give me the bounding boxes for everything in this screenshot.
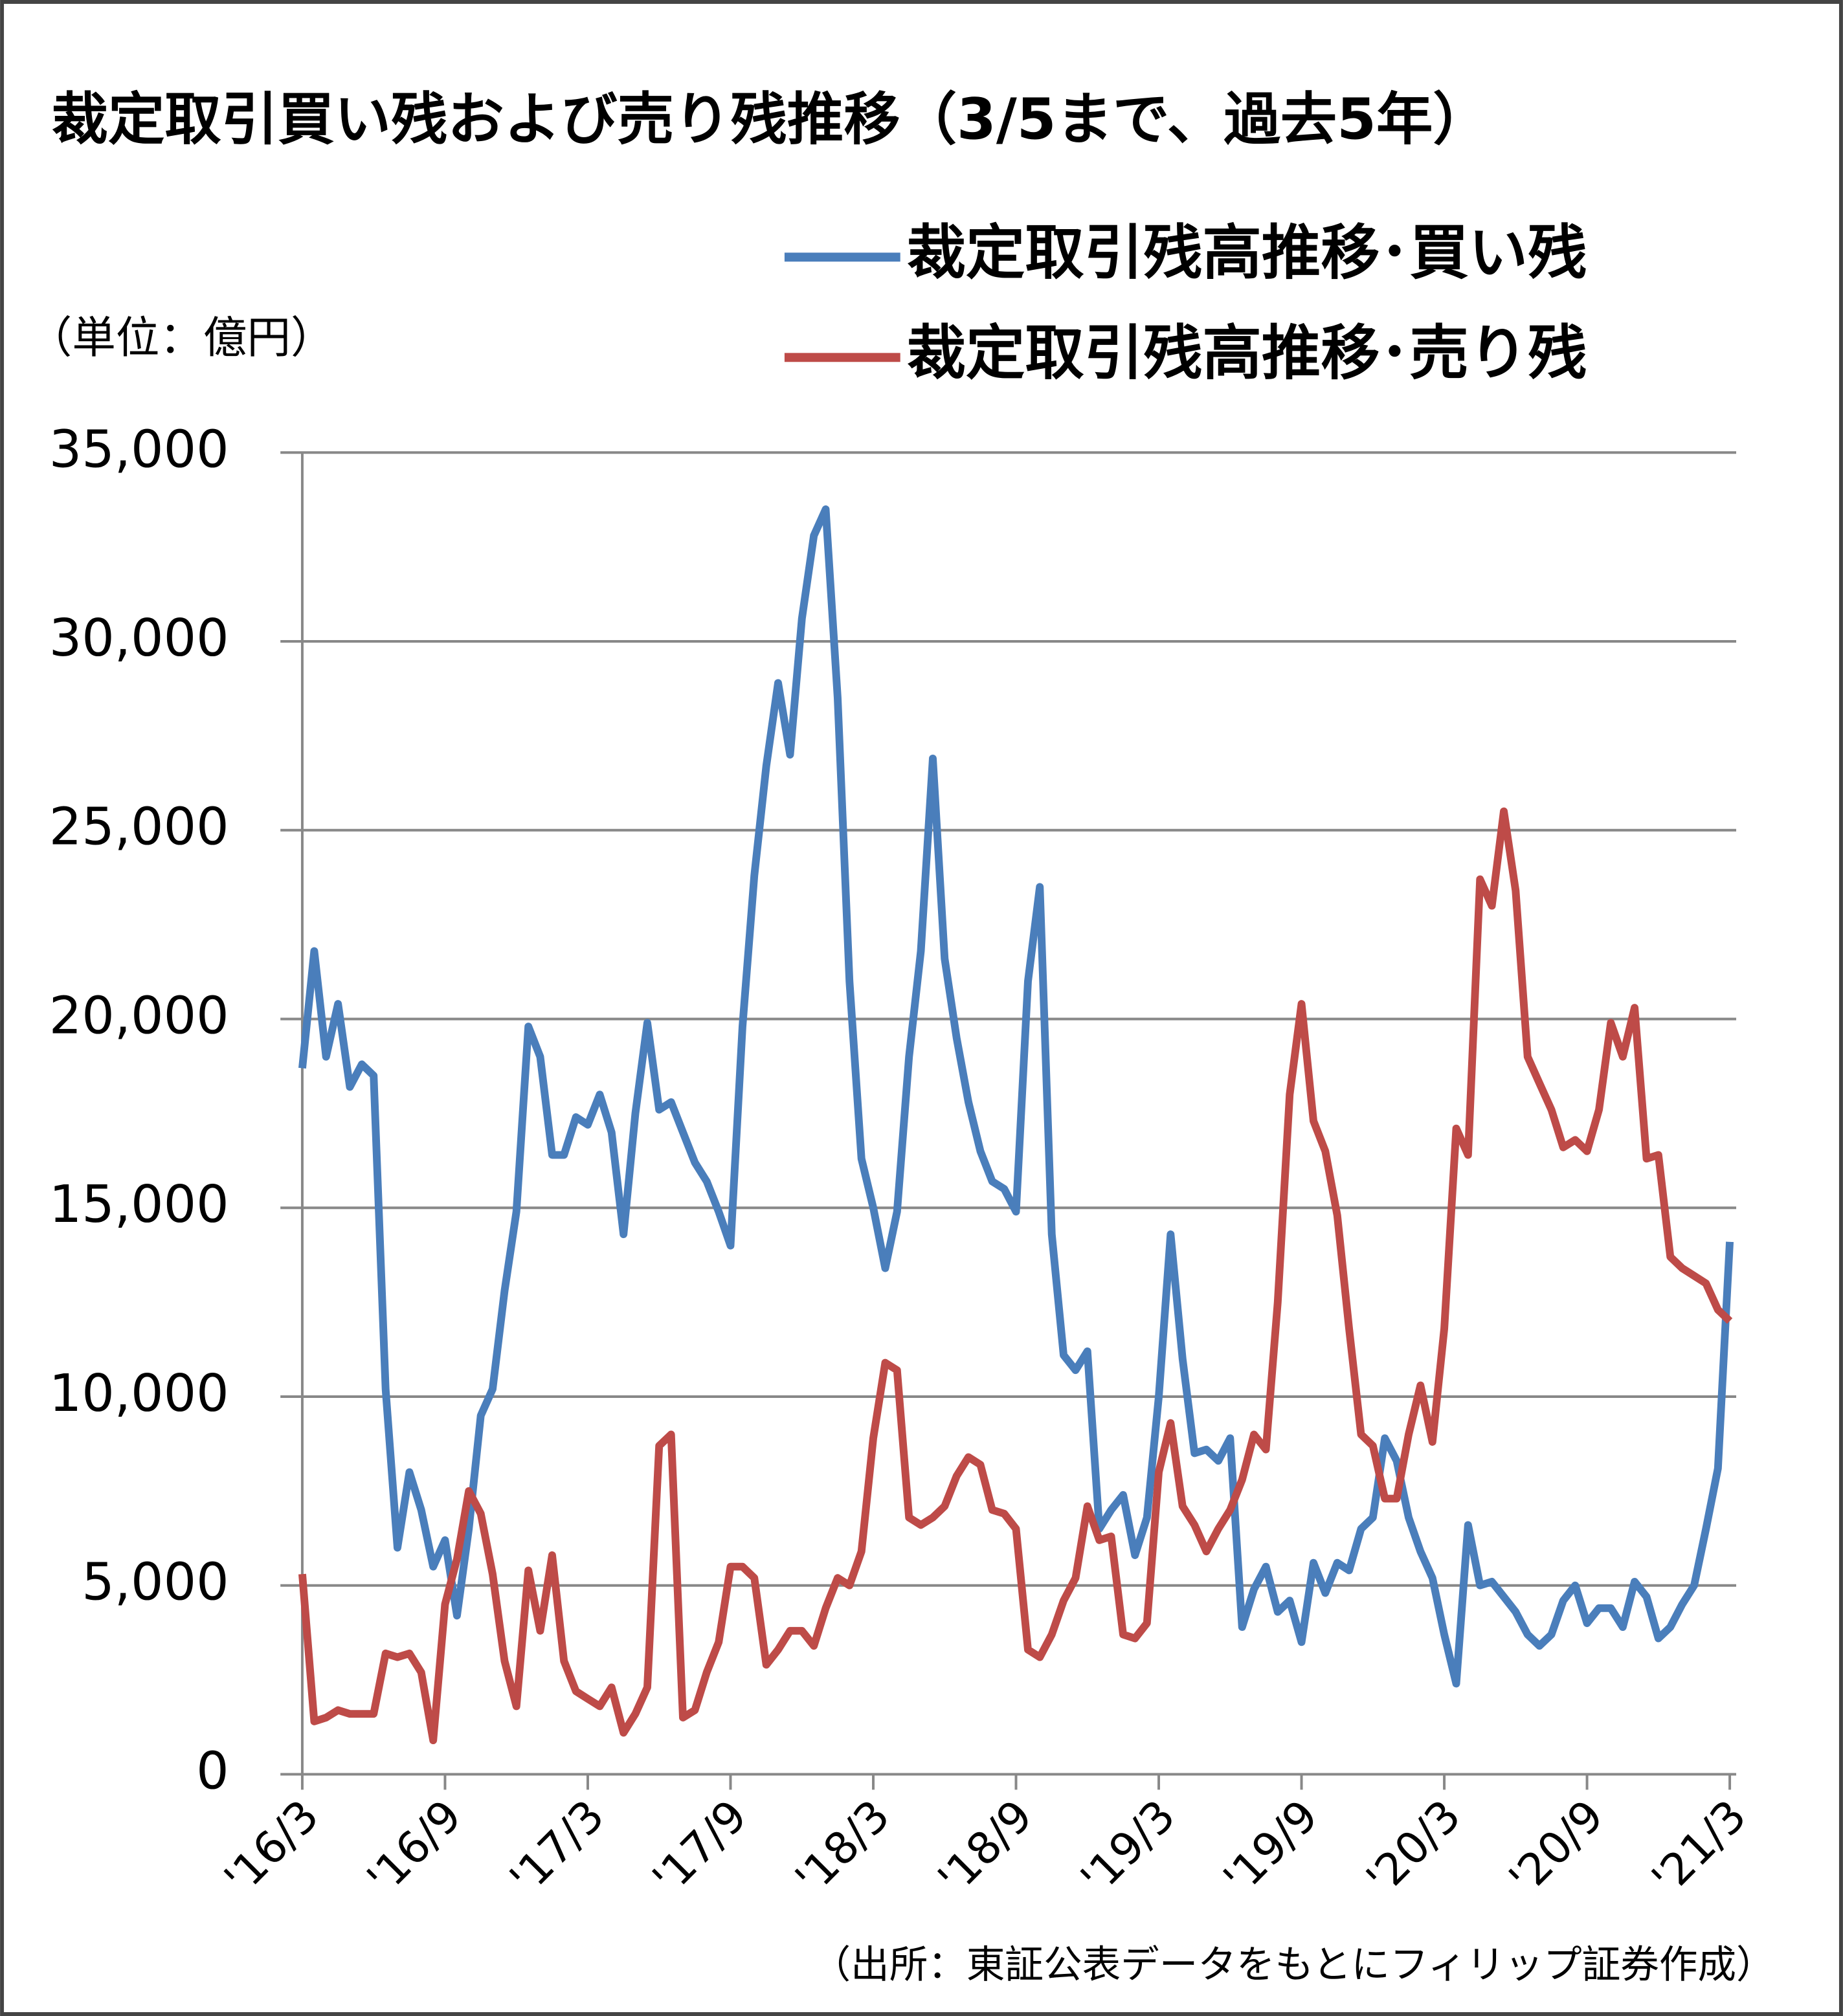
source-note: （出所：東証公表データをもとにフィリップ証券作成） — [812, 1943, 1775, 1988]
data-line — [298, 505, 1734, 1688]
legend-label: 裁定取引残高推移･売り残 — [907, 318, 1587, 388]
y-tick-label: 20,000 — [49, 985, 229, 1045]
y-tick-label: 30,000 — [49, 608, 229, 668]
legend-label: 裁定取引残高推移･買い残 — [907, 218, 1587, 287]
chart-title: 裁定取引買い残および売り残推移（3/5まで、過去5年） — [52, 87, 1490, 153]
y-tick-label: 35,000 — [49, 419, 229, 479]
y-tick-label: 10,000 — [49, 1363, 229, 1423]
data-line — [298, 807, 1733, 1745]
y-tick-label: 15,000 — [49, 1174, 229, 1234]
y-tick-label: 25,000 — [49, 797, 229, 857]
y-tick-label: 5,000 — [82, 1552, 229, 1612]
y-tick-label: 0 — [196, 1740, 229, 1800]
y-axis-label: （単位：億円） — [28, 312, 335, 363]
